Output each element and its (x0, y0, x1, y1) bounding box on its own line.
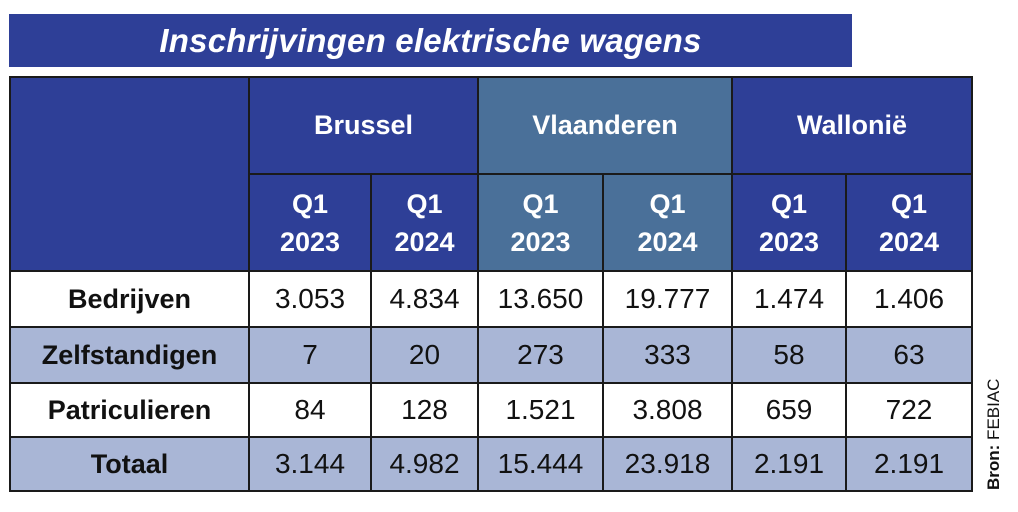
source-credit: Bron: FEBIAC (984, 379, 1004, 490)
quarter-label: Q1 (291, 188, 329, 219)
table-cell: 659 (731, 382, 847, 438)
period-header: Q1 2024 (370, 173, 479, 272)
source-name: FEBIAC (984, 378, 1003, 440)
table-cell: 20 (370, 326, 479, 384)
table-cell: 3.053 (248, 270, 372, 328)
region-header-vlaanderen: Vlaanderen (477, 76, 733, 175)
table-cell: 273 (477, 326, 604, 384)
table-cell: 13.650 (477, 270, 604, 328)
header-corner (9, 76, 250, 272)
table-row: Zelfstandigen 7 20 273 333 58 63 (9, 326, 974, 384)
year-label: 2023 (510, 226, 571, 257)
table-cell: 15.444 (477, 436, 604, 492)
table-cell: 19.777 (602, 270, 733, 328)
year-label: 2023 (758, 226, 820, 257)
table-cell: 58 (731, 326, 847, 384)
table-row: Bedrijven 3.053 4.834 13.650 19.777 1.47… (9, 270, 974, 328)
table-cell: 2.191 (731, 436, 847, 492)
table-cell: 84 (248, 382, 372, 438)
region-header-row: Brussel Vlaanderen Wallonië (9, 76, 974, 272)
year-label: 2024 (878, 226, 940, 257)
year-label: 2023 (279, 226, 341, 257)
table-cell: 23.918 (602, 436, 733, 492)
source-prefix: Bron: (984, 444, 1003, 490)
table-cell: 7 (248, 326, 372, 384)
table-row: Patriculieren 84 128 1.521 3.808 659 722 (9, 382, 974, 438)
table-cell: 128 (370, 382, 479, 438)
period-header-row: Q1 2023 Q1 2024 Q1 2023 Q1 2024 Q1 2023 Q1 202… (10, 173, 974, 272)
table-cell: 722 (844, 382, 974, 438)
table-row-total: Totaal 3.144 4.982 15.444 23.918 2.191 2… (9, 436, 974, 492)
quarter-label: Q1 (522, 188, 559, 219)
period-header: Q1 2024 (844, 173, 974, 272)
table-cell: 3.144 (248, 436, 372, 492)
quarter-label: Q1 (649, 188, 686, 219)
year-label: 2024 (394, 226, 455, 257)
table-cell: 1.521 (477, 382, 604, 438)
table-cell: 63 (844, 326, 974, 384)
row-label: Patriculieren (9, 382, 250, 438)
registrations-table: Brussel Vlaanderen Wallonië Q1 2023 Q1 202… (9, 76, 974, 492)
table-cell: 2.191 (844, 436, 974, 492)
quarter-label: Q1 (890, 188, 928, 219)
quarter-label: Q1 (406, 188, 443, 219)
period-header: Q1 2023 (477, 173, 604, 272)
table-title: Inschrijvingen elektrische wagens (9, 14, 852, 67)
period-header: Q1 2024 (602, 173, 733, 272)
region-header-wallonie: Wallonië (730, 76, 974, 175)
table-cell: 4.834 (370, 270, 479, 328)
row-label: Totaal (9, 436, 250, 492)
table-cell: 333 (602, 326, 733, 384)
quarter-label: Q1 (770, 188, 808, 219)
table-cell: 1.406 (844, 270, 974, 328)
row-label: Bedrijven (9, 270, 250, 328)
row-label: Zelfstandigen (9, 326, 250, 384)
table-cell: 4.982 (370, 436, 479, 492)
table-cell: 1.474 (731, 270, 847, 328)
year-label: 2024 (637, 226, 698, 257)
region-header-brussel: Brussel (248, 76, 479, 175)
period-header: Q1 2023 (731, 173, 847, 272)
period-header: Q1 2023 (248, 173, 372, 272)
table-cell: 3.808 (602, 382, 733, 438)
